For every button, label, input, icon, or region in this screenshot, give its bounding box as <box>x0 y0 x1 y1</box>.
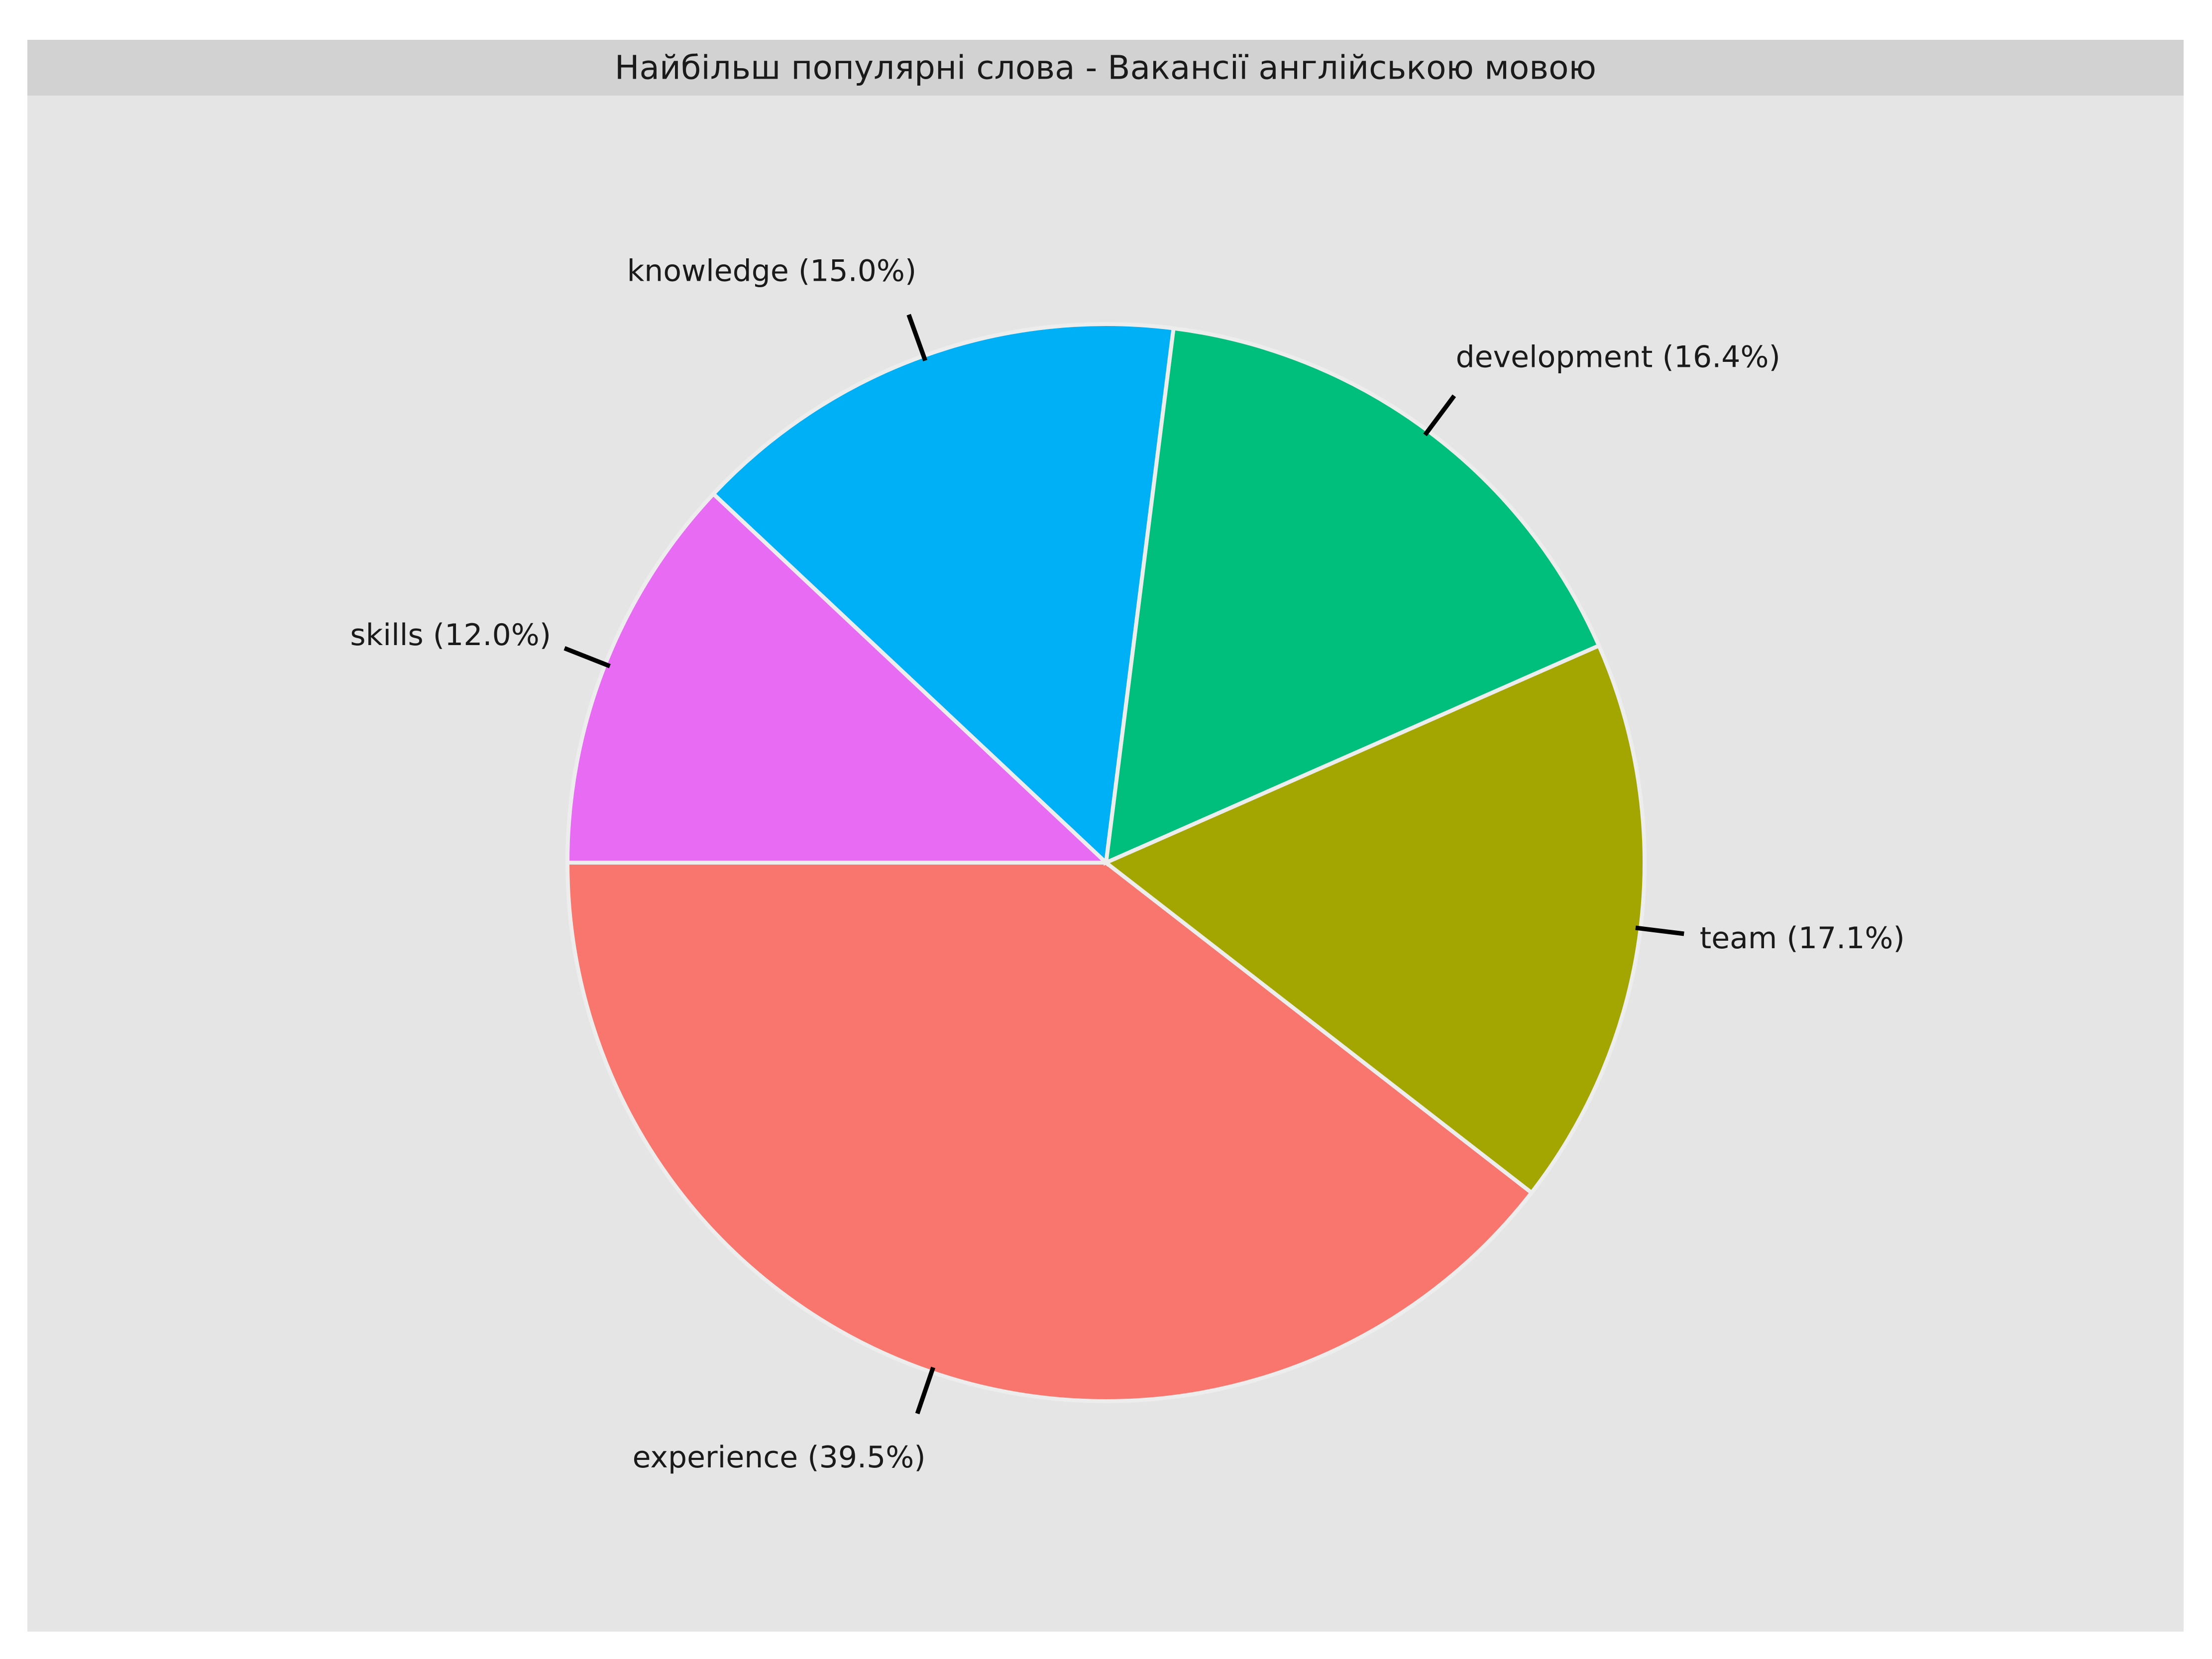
slice-label-knowledge: knowledge (15.0%) <box>627 253 917 288</box>
leader-line-team <box>1635 925 1684 936</box>
slice-label-team: team (17.1%) <box>1700 921 1905 956</box>
pie-slices <box>565 322 1647 1404</box>
pie-labels: experience (39.5%) team (17.1%) developmen… <box>350 253 1904 1475</box>
leader-line-skills <box>563 646 611 668</box>
leader-line-knowledge <box>906 314 928 361</box>
slice-label-experience: experience (39.5%) <box>633 1440 926 1475</box>
slice-label-skills: skills (12.0%) <box>350 618 551 653</box>
leader-line-experience <box>915 1366 936 1415</box>
slice-label-development: development (16.4%) <box>1456 339 1780 374</box>
chart-title: Найбільш популярні слова - Вакансії англ… <box>615 49 1596 87</box>
title-strip <box>27 40 2184 96</box>
leader-line-development <box>1423 394 1456 437</box>
